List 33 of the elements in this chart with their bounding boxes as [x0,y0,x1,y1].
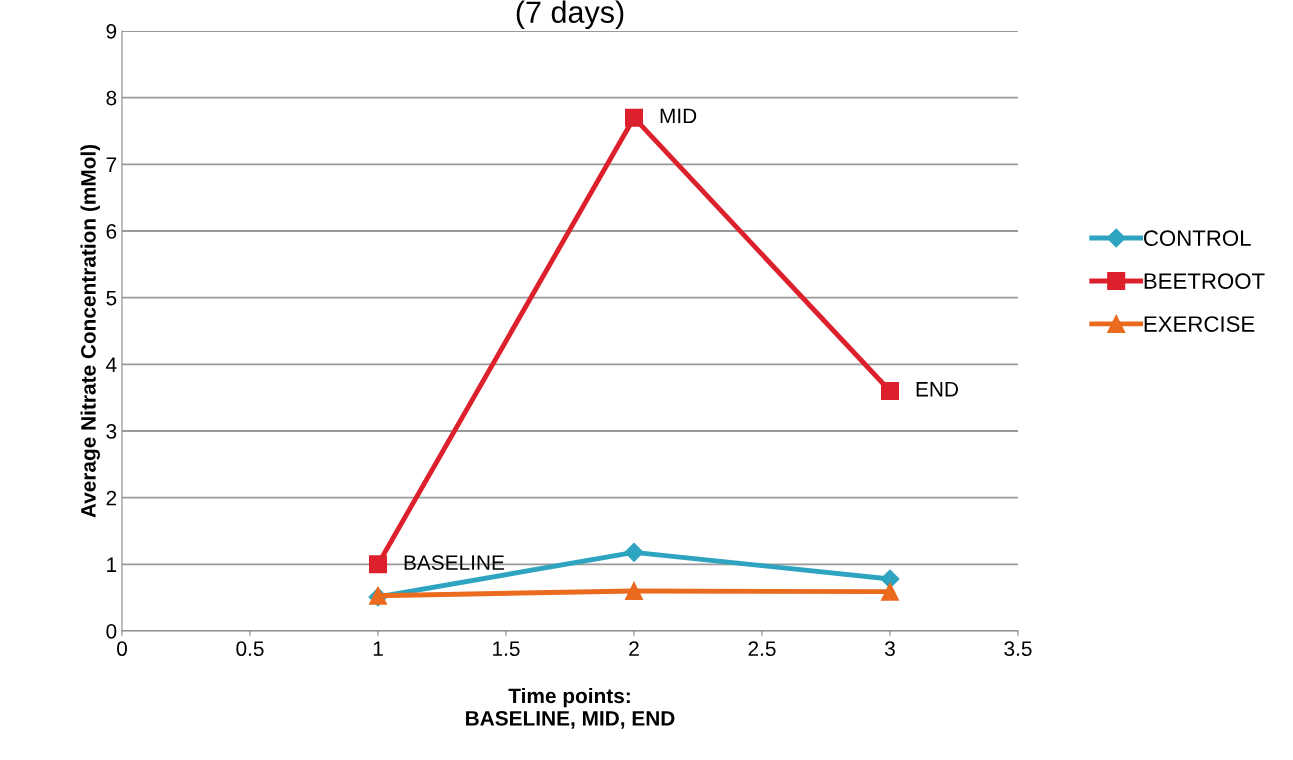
y-tick-label: 7 [106,157,117,172]
legend-label: EXERCISE [1144,316,1255,332]
x-axis-title: Time points: BASELINE, MID, END [466,687,675,729]
point [624,581,644,601]
legend-label: BEETROOT [1144,273,1265,289]
x-tick-label: 0 [117,641,127,657]
x-tick-label: 2 [629,641,639,656]
x-tick-label: 3.5 [1004,641,1032,657]
x-tick-label: 1.5 [493,641,520,657]
y-tick-label: 4 [106,357,117,372]
y-tick-label: 2 [106,490,117,506]
x-tick-label: 0.5 [236,641,264,657]
annotation: END [916,382,958,397]
y-tick-label: 0 [106,624,117,639]
y-tick-label: 1 [107,557,117,572]
point [880,381,900,401]
annotation: BASELINE [404,555,504,570]
x-tick-label: 1 [373,641,383,656]
y-tick-label: 9 [106,24,117,39]
legend-label: CONTROL [1144,230,1251,247]
x-tick-label: 3 [885,641,895,657]
y-tick-label: 8 [106,90,117,106]
point [368,555,388,574]
y-axis-title: Average Nitrate Concentration (mMol) [80,144,100,518]
chart-title: (7 days) [516,0,624,30]
point [624,542,644,562]
y-tick-label: 6 [106,224,117,239]
x-tick-label: 2.5 [748,641,776,657]
y-tick-label: 3 [106,424,117,439]
annotation: MID [660,108,697,124]
point [880,582,900,601]
point [624,108,644,127]
y-tick-label: 5 [106,290,117,306]
